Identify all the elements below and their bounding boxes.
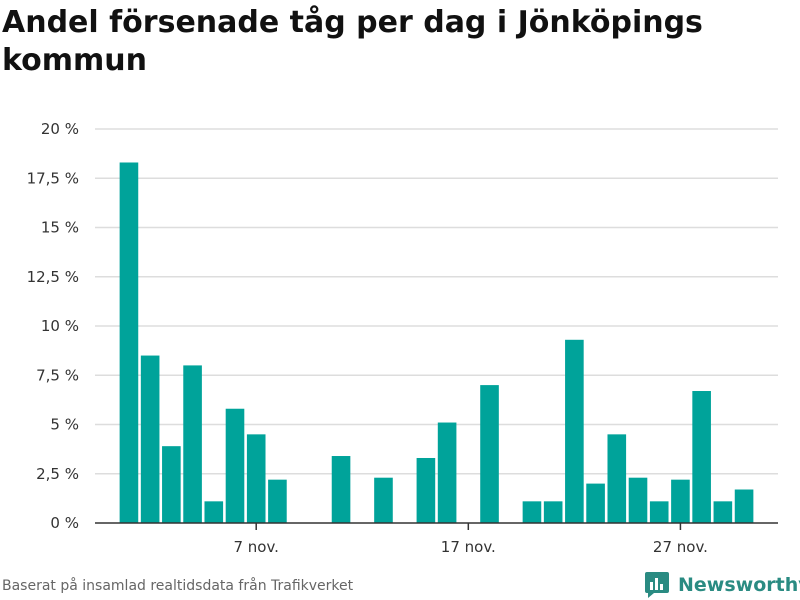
bar: [565, 339, 584, 523]
bar: [480, 385, 499, 523]
bar: [543, 501, 563, 523]
bar: [140, 355, 160, 523]
bar: [183, 365, 202, 523]
bar: [607, 434, 627, 523]
bar: [734, 489, 754, 523]
bar-chart-logo-icon: [645, 572, 669, 598]
bar: [246, 434, 266, 523]
bar: [628, 477, 648, 523]
bar: [437, 422, 457, 523]
y-tick-label: 15 %: [41, 219, 79, 237]
x-tick-label: 7 nov.: [233, 538, 278, 556]
brand-logo: Newsworthy: [644, 570, 800, 600]
bar: [416, 457, 436, 523]
y-tick-label: 12,5 %: [27, 268, 79, 286]
bar: [119, 162, 139, 524]
bar: [671, 479, 690, 523]
y-tick-label: 5 %: [50, 416, 79, 434]
bar: [586, 483, 605, 523]
bar: [374, 477, 393, 523]
bar: [225, 408, 245, 523]
y-tick-label: 7,5 %: [36, 366, 79, 384]
source-note: Baserat på insamlad realtidsdata från Tr…: [2, 578, 354, 594]
bar: [649, 501, 669, 523]
bar: [713, 501, 733, 523]
bar: [162, 446, 181, 523]
x-tick-label: 17 nov.: [441, 538, 496, 556]
x-tick-labels: 7 nov. 17 nov. 27 nov.: [233, 523, 708, 556]
grid-lines: [95, 128, 778, 475]
bar: [692, 391, 711, 523]
y-tick-label: 10 %: [41, 317, 79, 335]
bar: [331, 456, 351, 523]
y-tick-label: 20 %: [41, 120, 79, 138]
x-tick-label: 27 nov.: [653, 538, 708, 556]
bar: [204, 501, 224, 523]
bar: [522, 501, 542, 523]
y-tick-label: 2,5 %: [36, 465, 79, 483]
brand-name: Newsworthy: [678, 574, 800, 596]
chart-title: Andel försenade tåg per dag i Jönköpings…: [2, 5, 703, 78]
bars: [119, 162, 754, 524]
y-tick-label: 17,5 %: [27, 169, 79, 187]
y-tick-labels: 0 % 2,5 % 5 % 7,5 % 10 % 12,5 % 15 % 17,5 % 20 %: [27, 120, 79, 532]
bar: [268, 479, 287, 523]
y-tick-label: 0 %: [50, 514, 79, 532]
bar-chart: 0 % 2,5 % 5 % 7,5 % 10 % 12,5 % 15 % 17,5 % 20 %…: [27, 120, 778, 556]
